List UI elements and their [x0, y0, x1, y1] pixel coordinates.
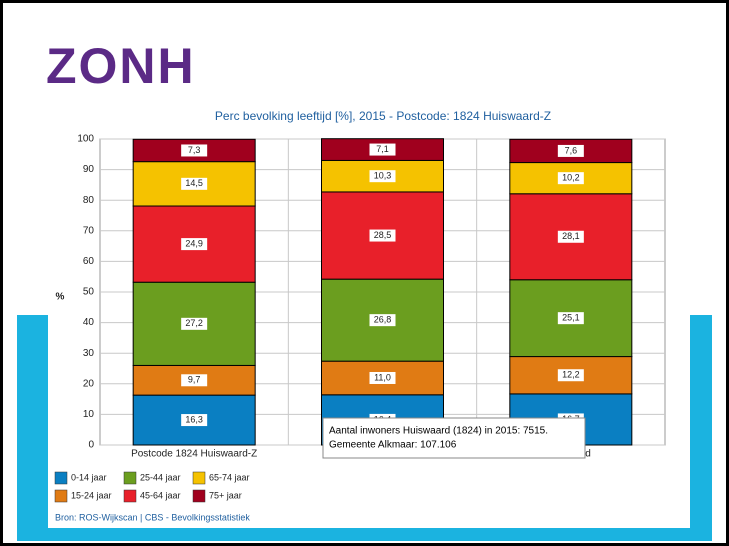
- legend-label: 65-74 jaar: [209, 472, 250, 482]
- source: Bron: ROS-Wijkscan | CBS - Bevolkingssta…: [55, 512, 250, 522]
- y-tick-label: 10: [83, 409, 95, 420]
- y-tick-label: 100: [77, 134, 94, 145]
- value-label-bg: [369, 371, 396, 384]
- value-label-bg: [369, 170, 396, 183]
- value-label: 28,1: [562, 231, 580, 241]
- value-label: 12,2: [562, 370, 580, 380]
- value-label: 14,5: [185, 178, 203, 188]
- y-tick-label: 70: [83, 225, 95, 236]
- value-label-bg: [181, 238, 208, 251]
- value-label-bg: [557, 369, 584, 382]
- y-tick-label: 30: [83, 348, 95, 359]
- legend-swatch: [192, 471, 206, 485]
- value-label-bg: [369, 229, 396, 242]
- value-label-bg: [181, 317, 208, 330]
- y-tick-label: 80: [83, 195, 95, 206]
- legend-swatch: [54, 471, 68, 485]
- legend-label: 75+ jaar: [209, 490, 242, 500]
- value-label: 7,3: [188, 145, 201, 155]
- legend-swatch: [54, 489, 68, 503]
- y-axis-label: %: [56, 292, 65, 303]
- value-label: 9,7: [188, 375, 201, 385]
- y-tick-label: 20: [83, 378, 95, 389]
- value-label: 27,2: [185, 318, 203, 328]
- value-label-bg: [557, 312, 584, 325]
- value-label: 10,2: [562, 173, 580, 183]
- value-label-bg: [557, 144, 584, 157]
- y-tick-label: 40: [83, 317, 95, 328]
- legend-swatch: [192, 489, 206, 503]
- legend-label: 15-24 jaar: [71, 490, 112, 500]
- legend-label: 25-44 jaar: [140, 472, 181, 482]
- value-label: 7,1: [376, 144, 389, 154]
- value-label: 24,9: [185, 238, 203, 248]
- legend-label: 0-14 jaar: [71, 472, 107, 482]
- value-label-bg: [369, 314, 396, 327]
- value-label-bg: [181, 374, 208, 387]
- legend-swatch: [123, 489, 137, 503]
- value-label: 16,3: [185, 414, 203, 424]
- y-tick-label: 60: [83, 256, 95, 267]
- value-label-bg: [181, 144, 208, 157]
- annotation-box: [322, 417, 586, 459]
- value-label-bg: [557, 172, 584, 185]
- value-label-bg: [557, 230, 584, 243]
- annotation-line: Aantal inwoners Huiswaard (1824) in 2015…: [329, 426, 548, 437]
- legend-label: 45-64 jaar: [140, 490, 181, 500]
- value-label-bg: [181, 414, 208, 427]
- y-tick-label: 90: [83, 164, 95, 175]
- value-label-bg: [181, 177, 208, 190]
- chart-title: Perc bevolking leeftijd [%], 2015 - Post…: [215, 109, 551, 123]
- logo: ZONH: [46, 38, 196, 94]
- value-label: 7,6: [565, 145, 578, 155]
- value-label: 26,8: [374, 315, 392, 325]
- x-tick-label: Postcode 1824 Huiswaard-Z: [131, 449, 257, 460]
- value-label: 11,0: [374, 372, 391, 382]
- value-label: 25,1: [562, 313, 580, 323]
- y-tick-label: 50: [83, 287, 95, 298]
- legend-swatch: [123, 471, 137, 485]
- value-label-bg: [369, 143, 396, 156]
- y-tick-label: 0: [88, 440, 94, 451]
- value-label: 28,5: [374, 230, 392, 240]
- value-label: 10,3: [374, 171, 392, 181]
- annotation-line: Gemeente Alkmaar: 107.106: [329, 440, 457, 451]
